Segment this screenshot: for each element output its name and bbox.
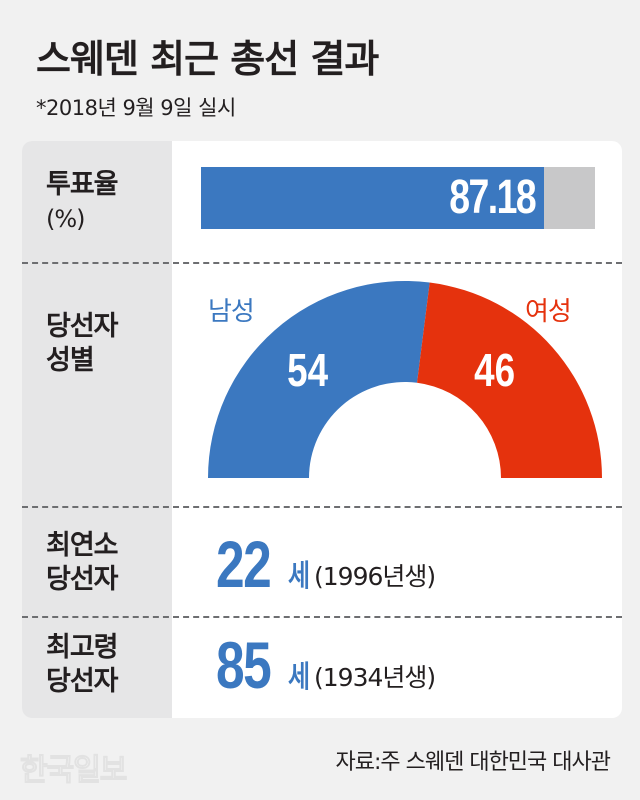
youngest-birth-year: (1996년생) xyxy=(314,562,436,591)
male-value: 54 xyxy=(287,344,329,396)
oldest-age-unit: 세 xyxy=(288,660,311,695)
gender-label-line1: 당선자 xyxy=(46,311,119,342)
source-credit: 자료:주 스웨덴 대한민국 대사관 xyxy=(335,750,611,775)
divider xyxy=(22,616,622,618)
results-card: 투표율 (%) 87.18 당선자 성별 남성 여성 54 46 최연소 당선자… xyxy=(22,141,622,718)
male-label: 남성 xyxy=(208,297,255,327)
publisher-watermark: 한국일보 xyxy=(19,753,127,789)
divider xyxy=(22,506,622,508)
youngest-label-line1: 최연소 xyxy=(46,530,119,561)
page-subtitle: *2018년 9월 9일 실시 xyxy=(36,96,236,120)
page-title: 스웨덴 최근 총선 결과 xyxy=(36,37,379,81)
youngest-age-number: 22 xyxy=(216,527,272,601)
turnout-bar-fill xyxy=(201,167,545,229)
male-segment xyxy=(208,281,430,478)
turnout-bar: 87.18 xyxy=(201,167,595,229)
youngest-label-line2: 당선자 xyxy=(46,564,119,595)
oldest-age: 85 세 (1934년생) xyxy=(216,628,436,702)
youngest-row: 최연소 당선자 22 세 (1996년생) xyxy=(22,507,622,617)
oldest-label-line1: 최고령 xyxy=(46,632,119,663)
label-column xyxy=(22,141,172,718)
gender-label: 당선자 성별 xyxy=(46,310,119,378)
oldest-row: 최고령 당선자 85 세 (1934년생) xyxy=(22,617,622,718)
oldest-birth-year: (1934년생) xyxy=(314,663,436,692)
oldest-label-line2: 당선자 xyxy=(46,666,119,697)
turnout-label: 투표율 (%) xyxy=(46,168,119,236)
gender-row: 당선자 성별 xyxy=(22,263,622,507)
turnout-value: 87.18 xyxy=(449,171,536,224)
divider xyxy=(22,262,622,264)
youngest-label: 최연소 당선자 xyxy=(46,529,119,597)
gender-half-donut-chart xyxy=(208,281,602,478)
oldest-label: 최고령 당선자 xyxy=(46,631,119,699)
youngest-age-unit: 세 xyxy=(288,559,311,594)
turnout-row: 투표율 (%) 87.18 xyxy=(22,141,622,263)
female-value: 46 xyxy=(474,344,516,396)
female-segment xyxy=(417,282,602,478)
turnout-label-text: 투표율 xyxy=(46,169,119,200)
gender-label-line2: 성별 xyxy=(46,345,95,376)
oldest-age-number: 85 xyxy=(216,628,272,702)
female-label: 여성 xyxy=(525,297,572,327)
turnout-unit: (%) xyxy=(46,205,86,233)
youngest-age: 22 세 (1996년생) xyxy=(216,527,436,601)
